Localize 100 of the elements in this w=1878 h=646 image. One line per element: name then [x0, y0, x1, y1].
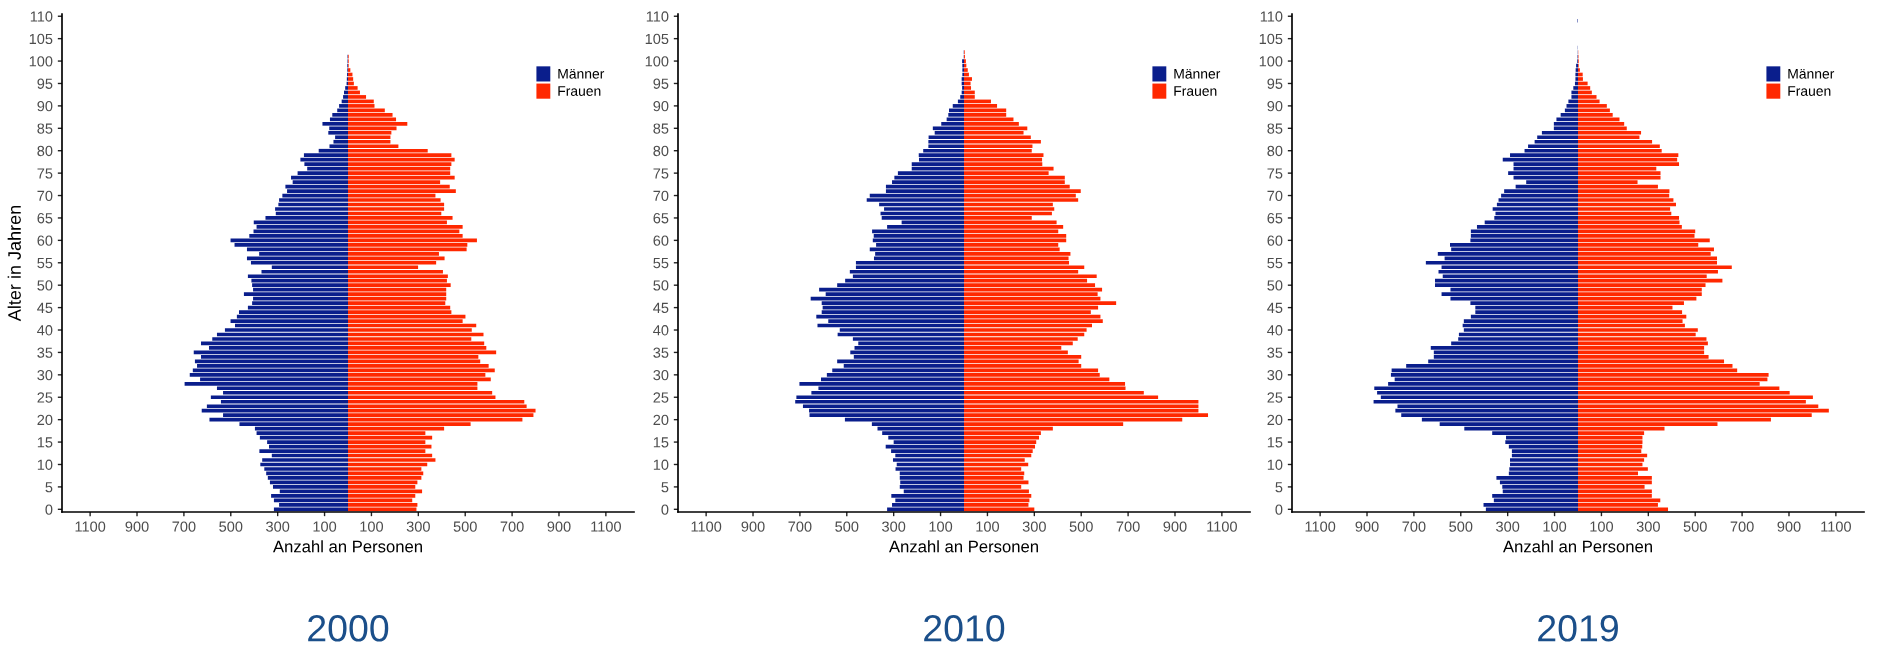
bar [348, 292, 447, 296]
x-tick-label: 300 [1022, 521, 1046, 532]
y-tick-label: 35 [1267, 347, 1283, 358]
x-tick-label: 700 [1730, 521, 1754, 532]
y-tick-label: 0 [1275, 504, 1283, 515]
bar [1390, 373, 1578, 377]
bar [1528, 144, 1578, 149]
bar [333, 139, 348, 144]
bar [1566, 104, 1578, 108]
y-tick-label: 55 [1267, 258, 1283, 269]
y-tick-label: 45 [1267, 302, 1283, 314]
x-axis-title: Anzahl an Personen [272, 540, 422, 553]
y-tick-label: 45 [37, 302, 53, 314]
bar [1578, 86, 1591, 90]
bar [348, 507, 417, 512]
bar [932, 126, 964, 131]
bar [964, 189, 1081, 193]
x-tick-label: 900 [1777, 521, 1801, 532]
bar [189, 373, 348, 377]
y-tick-label: 80 [653, 145, 669, 157]
bar [964, 413, 1209, 418]
bar [348, 198, 441, 202]
bar [873, 234, 964, 238]
bar [964, 207, 1055, 211]
bar [1560, 113, 1578, 117]
bar [1470, 234, 1578, 238]
bar [1578, 328, 1698, 332]
y-tick-label: 40 [37, 325, 53, 336]
bar [1578, 144, 1660, 149]
legend-label: Frauen [1788, 86, 1831, 96]
bar [928, 135, 964, 140]
bar [855, 260, 964, 265]
bar [303, 153, 348, 158]
bar [1578, 171, 1661, 175]
bar [348, 216, 453, 220]
y-tick-label: 15 [37, 437, 53, 448]
bar [964, 449, 1033, 453]
x-tick-label: 700 [500, 521, 524, 532]
x-tick-label: 1100 [591, 521, 621, 532]
y-tick-label: 70 [653, 190, 669, 201]
bar [271, 494, 348, 498]
bar [887, 507, 964, 512]
bar [964, 494, 1032, 498]
y-tick-label: 60 [37, 235, 53, 246]
bar [246, 256, 348, 261]
bar [1395, 408, 1578, 413]
bar [332, 113, 348, 117]
bar [928, 139, 964, 144]
x-tick-label: 700 [172, 521, 196, 532]
bar [964, 319, 1103, 323]
bar [348, 256, 445, 261]
bar [348, 458, 436, 462]
bar [923, 148, 964, 153]
bar [252, 283, 348, 288]
bar [964, 355, 1082, 359]
y-tick-label: 75 [653, 168, 669, 179]
x-tick-label: 900 [741, 521, 765, 532]
bar [960, 95, 964, 99]
bar [897, 171, 964, 175]
text: 2000 [308, 615, 389, 642]
y-tick-label: 75 [37, 168, 53, 179]
bar [1578, 256, 1718, 261]
bar [1578, 467, 1648, 471]
bar [1578, 265, 1732, 270]
bar [918, 153, 964, 158]
bar [1578, 310, 1683, 314]
x-tick-label: 100 [976, 521, 1000, 532]
y-axis-title: Alter in Jahren [7, 205, 21, 322]
bar [964, 225, 1064, 229]
bar [348, 113, 393, 117]
y-tick-label: 5 [45, 482, 53, 493]
bar [1510, 458, 1578, 462]
bar [348, 189, 456, 193]
bar [267, 476, 348, 480]
bar [279, 198, 348, 202]
y-tick-label: 40 [1267, 325, 1283, 336]
bar [264, 467, 348, 471]
bar [1492, 207, 1578, 211]
bar [1578, 121, 1625, 126]
bar [964, 86, 972, 90]
y-tick-label: 55 [37, 258, 53, 269]
bar [348, 207, 445, 211]
x-tick-label: 1100 [75, 521, 106, 532]
bar [348, 476, 422, 480]
bar [964, 399, 1199, 404]
y-tick-label: 30 [1267, 369, 1283, 381]
y-tick-label: 105 [1259, 33, 1283, 45]
bar [348, 162, 452, 166]
bar [964, 476, 1024, 480]
bar [348, 287, 447, 292]
y-tick-label: 5 [1275, 482, 1283, 493]
bar [1438, 269, 1578, 274]
y-tick-label: 50 [37, 280, 53, 291]
x-tick-label: 300 [406, 521, 430, 532]
bar [206, 404, 348, 409]
x-tick-label: 500 [835, 521, 859, 532]
x-tick-label: 300 [1496, 521, 1520, 532]
bar [1578, 292, 1702, 296]
bar [964, 157, 1043, 162]
bar [1578, 278, 1723, 283]
